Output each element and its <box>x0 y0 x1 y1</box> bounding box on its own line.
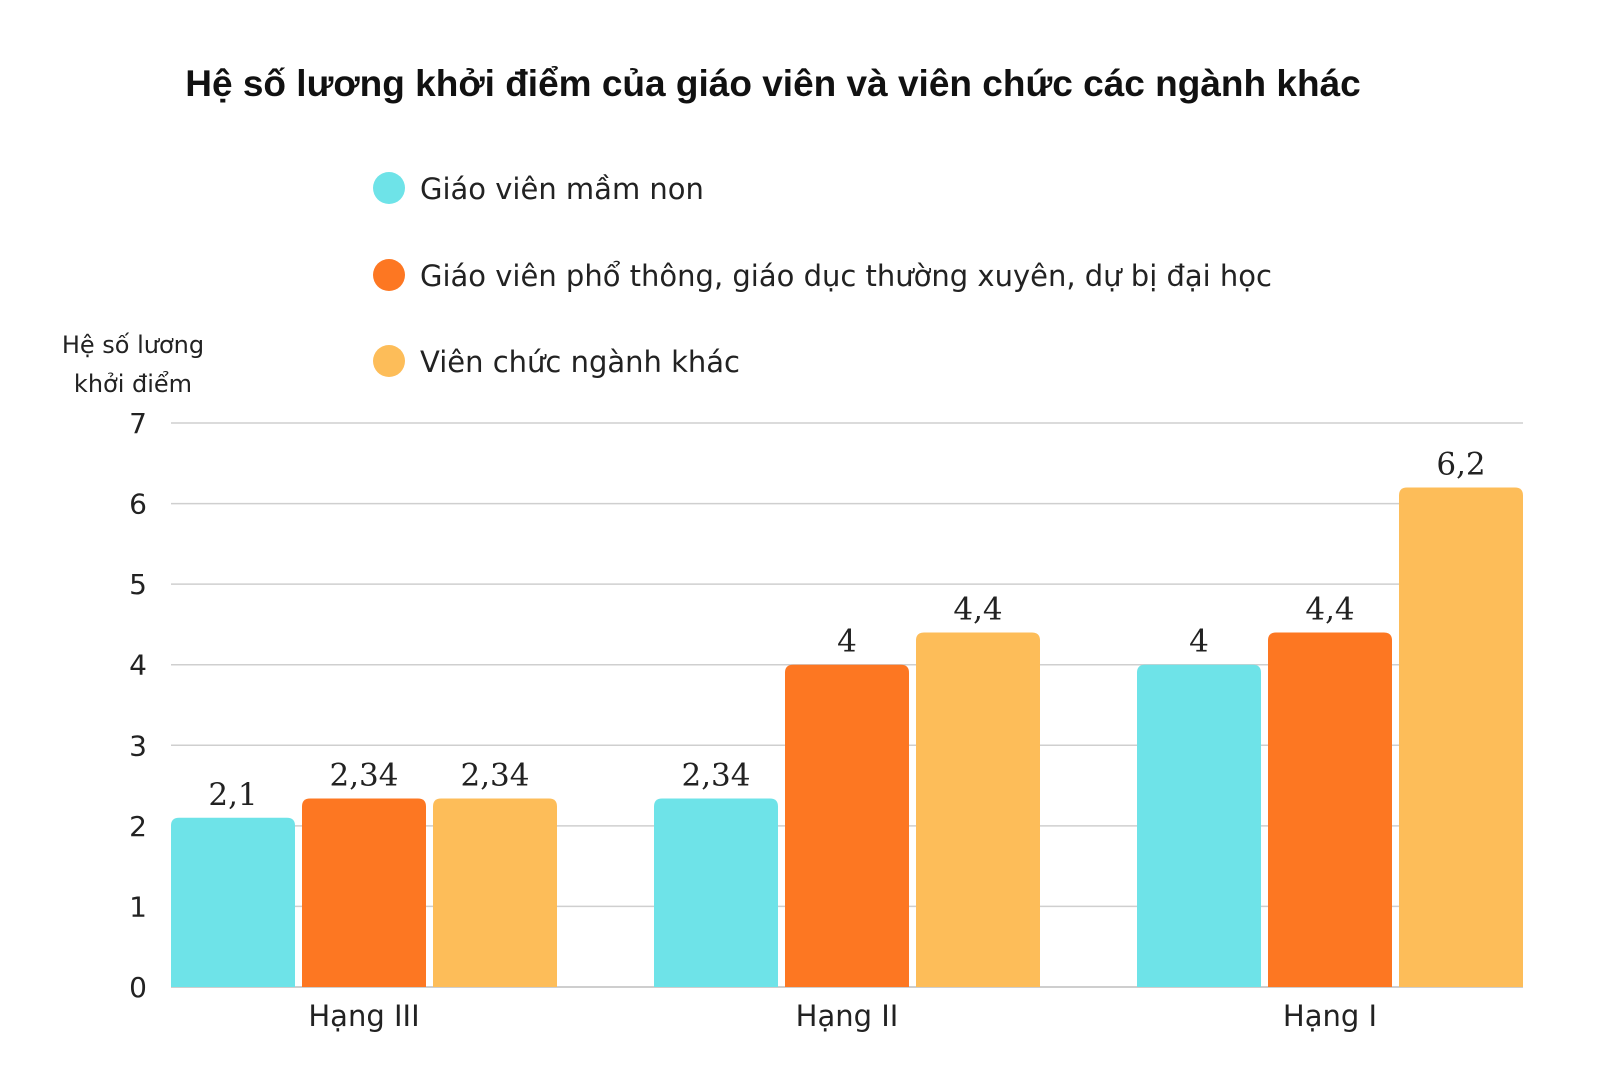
data-label-3-3: 6,2 <box>1436 446 1485 482</box>
x-category-label-2: Hạng II <box>796 999 899 1033</box>
bar-1-3 <box>433 798 557 987</box>
y-tick-label-5: 5 <box>129 568 147 601</box>
bar-2-1 <box>654 798 778 987</box>
legend-label-2: Giáo viên phổ thông, giáo dục thường xuy… <box>420 259 1272 293</box>
y-tick-label-6: 6 <box>129 488 147 521</box>
data-label-1-3: 2,34 <box>460 757 529 793</box>
data-label-2-1: 2,34 <box>681 757 750 793</box>
y-axis-ticks: 0 1 2 3 4 5 6 7 <box>129 407 147 1004</box>
bar-1-2 <box>302 798 426 987</box>
bar-3-1 <box>1137 664 1261 987</box>
y-tick-label-0: 0 <box>129 971 147 1004</box>
legend: Giáo viên mầm non Giáo viên phổ thông, g… <box>373 172 1272 379</box>
bars <box>171 487 1523 987</box>
y-tick-label-3: 3 <box>129 729 147 762</box>
legend-label-3: Viên chức ngành khác <box>420 345 740 379</box>
legend-swatch-1 <box>373 172 405 204</box>
bar-1-1 <box>171 817 295 987</box>
legend-item-1: Giáo viên mầm non <box>373 172 704 206</box>
data-label-3-1: 4 <box>1189 624 1209 660</box>
legend-label-1: Giáo viên mầm non <box>420 172 704 206</box>
data-label-1-1: 2,1 <box>208 777 257 813</box>
data-label-1-2: 2,34 <box>329 757 398 793</box>
data-label-3-2: 4,4 <box>1305 591 1354 627</box>
bar-3-3 <box>1399 487 1523 987</box>
y-tick-label-7: 7 <box>129 407 147 440</box>
bar-2-3 <box>916 632 1040 987</box>
y-tick-label-2: 2 <box>129 810 147 843</box>
x-axis-categories: Hạng III Hạng II Hạng I <box>308 999 1377 1033</box>
bar-2-2 <box>785 664 909 987</box>
data-label-2-2: 4 <box>837 624 857 660</box>
x-category-label-3: Hạng I <box>1283 999 1377 1033</box>
legend-swatch-3 <box>373 345 405 377</box>
bar-3-2 <box>1268 632 1392 987</box>
y-tick-label-4: 4 <box>129 649 147 682</box>
data-label-2-3: 4,4 <box>953 591 1002 627</box>
legend-item-2: Giáo viên phổ thông, giáo dục thường xuy… <box>373 259 1272 293</box>
chart-title: Hệ số lương khởi điểm của giáo viên và v… <box>185 63 1360 104</box>
x-category-label-1: Hạng III <box>308 999 419 1033</box>
y-axis-title-line-2: khởi điểm <box>74 370 192 398</box>
y-axis-title-line-1: Hệ số lương <box>62 331 204 359</box>
data-labels: 2,1 2,34 2,34 2,34 4 4,4 4 4,4 6,2 <box>208 446 1485 812</box>
legend-item-3: Viên chức ngành khác <box>373 345 740 379</box>
legend-swatch-2 <box>373 259 405 291</box>
y-tick-label-1: 1 <box>129 890 147 923</box>
